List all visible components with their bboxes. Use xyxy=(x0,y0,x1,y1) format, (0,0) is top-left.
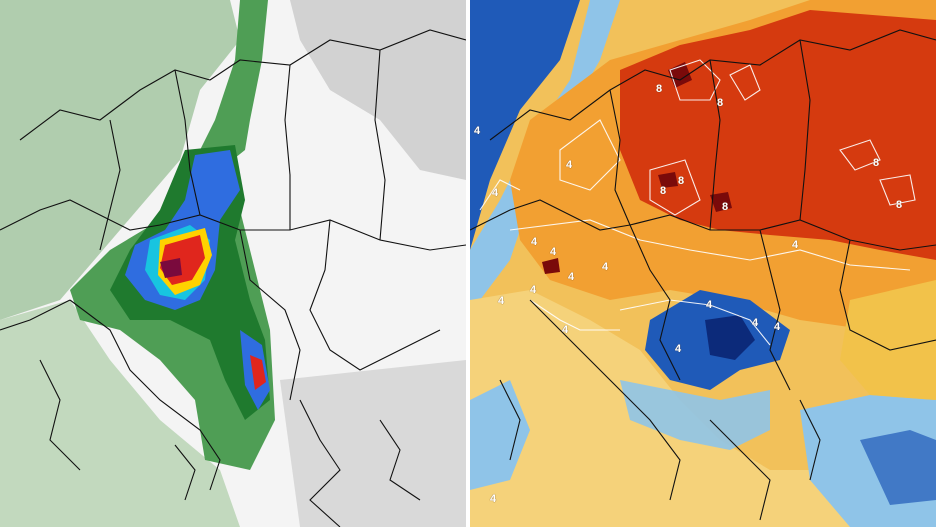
very-cold-core-balkans xyxy=(705,315,755,360)
cold-region-southeast xyxy=(860,430,936,505)
extreme-warm-spot-4 xyxy=(542,258,560,274)
light-precip-region-south xyxy=(0,300,240,527)
light-precip-region-west xyxy=(0,0,240,320)
extreme-precip-zone-south xyxy=(250,355,266,390)
temperature-anomaly-map: 8 8 8 8 8 8 8 4 4 4 4 4 4 4 4 4 4 4 4 4 … xyxy=(470,0,936,527)
precipitation-field xyxy=(0,0,466,527)
warm-region-southeast-land xyxy=(840,280,936,400)
country-borders xyxy=(470,29,936,521)
temperature-anomaly-field xyxy=(470,0,936,527)
grey-cloud-region-south xyxy=(280,360,466,527)
peak-precip-core xyxy=(160,258,182,278)
cold-region-northwest xyxy=(470,0,580,250)
extreme-warm-spot-2 xyxy=(710,192,732,212)
grey-cloud-region xyxy=(290,0,466,180)
neutral-region-south xyxy=(470,290,936,527)
panel-divider xyxy=(466,0,470,527)
precipitation-map xyxy=(0,0,466,527)
extreme-warm-spot-3 xyxy=(658,172,678,188)
cool-region-balkans xyxy=(620,380,770,450)
cool-patch-west xyxy=(470,380,530,490)
country-borders xyxy=(0,29,466,527)
anomaly-contours xyxy=(479,59,916,346)
